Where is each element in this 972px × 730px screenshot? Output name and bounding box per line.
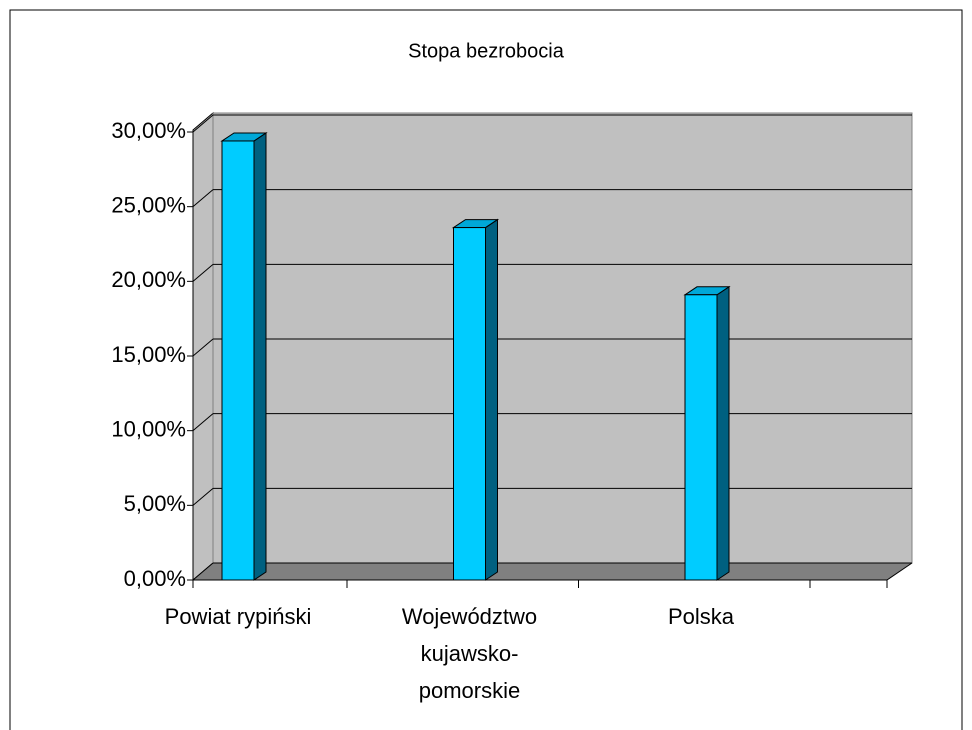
bar-side	[716, 285, 730, 581]
x-tick-label: Polska	[667, 604, 735, 629]
grid-line	[192, 263, 214, 282]
y-tick-label: 5,00%	[124, 491, 186, 516]
grid-line	[192, 338, 214, 357]
y-tick-label: 25,00%	[111, 192, 186, 217]
grid-line	[192, 487, 214, 506]
y-tick-label: 0,00%	[124, 566, 186, 591]
grid-line	[192, 562, 214, 581]
chart-frame	[9, 9, 963, 730]
grid-line	[192, 189, 214, 208]
bar	[221, 140, 255, 581]
floor	[193, 563, 912, 580]
floor-edge	[886, 562, 913, 581]
bar-side	[253, 132, 267, 581]
back-wall	[212, 112, 913, 564]
y-tick-label: 10,00%	[111, 416, 186, 441]
y-tick-label: 15,00%	[111, 342, 186, 367]
bar-side	[485, 218, 498, 581]
x-tick-label: Województwo kujawsko-pomorskie	[401, 604, 538, 703]
chart-title: Stopa bezrobocia	[408, 40, 565, 62]
bar	[684, 294, 718, 581]
bar	[453, 227, 486, 581]
grid-line	[192, 114, 214, 133]
grid-line	[192, 413, 214, 432]
x-tick-label: Powiat rypiński	[164, 604, 312, 629]
side-wall	[192, 111, 214, 582]
y-tick-label: 30,00%	[111, 118, 186, 143]
y-tick-label: 20,00%	[111, 267, 186, 292]
